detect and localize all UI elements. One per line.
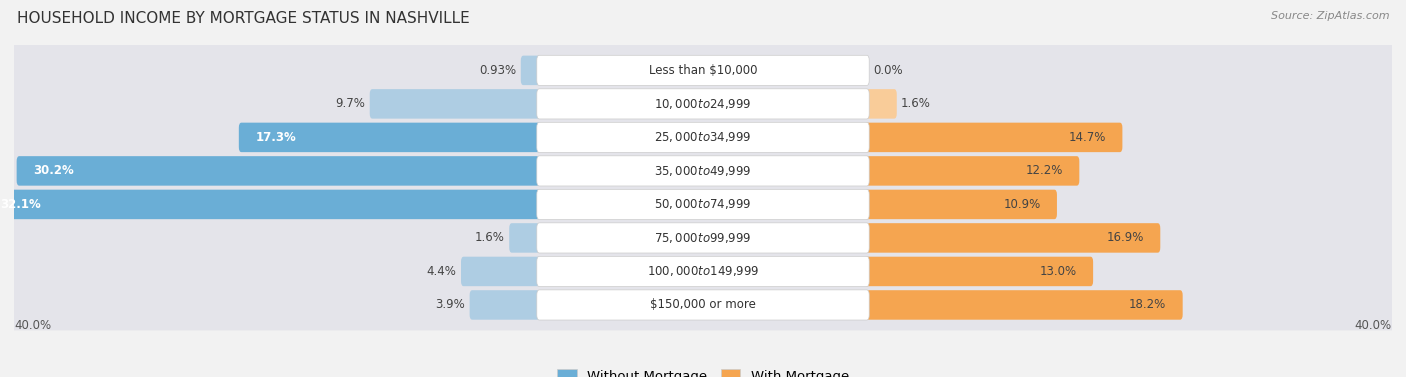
FancyBboxPatch shape xyxy=(537,156,869,186)
FancyBboxPatch shape xyxy=(370,89,541,119)
Text: 0.93%: 0.93% xyxy=(479,64,516,77)
FancyBboxPatch shape xyxy=(537,122,869,152)
Text: 12.2%: 12.2% xyxy=(1025,164,1063,178)
Text: $35,000 to $49,999: $35,000 to $49,999 xyxy=(654,164,752,178)
Legend: Without Mortgage, With Mortgage: Without Mortgage, With Mortgage xyxy=(551,363,855,377)
FancyBboxPatch shape xyxy=(865,89,897,119)
Text: 1.6%: 1.6% xyxy=(901,97,931,110)
FancyBboxPatch shape xyxy=(865,223,1160,253)
FancyBboxPatch shape xyxy=(6,45,1400,96)
Text: 0.0%: 0.0% xyxy=(873,64,903,77)
FancyBboxPatch shape xyxy=(865,156,1080,185)
FancyBboxPatch shape xyxy=(865,257,1092,286)
FancyBboxPatch shape xyxy=(537,55,869,86)
FancyBboxPatch shape xyxy=(520,56,541,85)
FancyBboxPatch shape xyxy=(537,223,869,253)
Text: $75,000 to $99,999: $75,000 to $99,999 xyxy=(654,231,752,245)
Text: 4.4%: 4.4% xyxy=(427,265,457,278)
FancyBboxPatch shape xyxy=(6,179,1400,230)
Text: 14.7%: 14.7% xyxy=(1069,131,1107,144)
Text: Source: ZipAtlas.com: Source: ZipAtlas.com xyxy=(1271,11,1389,21)
Text: 17.3%: 17.3% xyxy=(256,131,295,144)
Text: 30.2%: 30.2% xyxy=(32,164,73,178)
FancyBboxPatch shape xyxy=(865,290,1182,320)
FancyBboxPatch shape xyxy=(461,257,541,286)
FancyBboxPatch shape xyxy=(6,246,1400,297)
Text: $150,000 or more: $150,000 or more xyxy=(650,299,756,311)
FancyBboxPatch shape xyxy=(0,190,541,219)
FancyBboxPatch shape xyxy=(6,213,1400,264)
FancyBboxPatch shape xyxy=(537,89,869,119)
FancyBboxPatch shape xyxy=(865,123,1122,152)
Text: 10.9%: 10.9% xyxy=(1004,198,1040,211)
Text: 32.1%: 32.1% xyxy=(0,198,41,211)
FancyBboxPatch shape xyxy=(6,146,1400,196)
FancyBboxPatch shape xyxy=(6,279,1400,330)
Text: 16.9%: 16.9% xyxy=(1107,231,1144,244)
FancyBboxPatch shape xyxy=(239,123,541,152)
Text: 13.0%: 13.0% xyxy=(1039,265,1077,278)
Text: $25,000 to $34,999: $25,000 to $34,999 xyxy=(654,130,752,144)
Text: 9.7%: 9.7% xyxy=(336,97,366,110)
Text: $100,000 to $149,999: $100,000 to $149,999 xyxy=(647,264,759,279)
FancyBboxPatch shape xyxy=(6,112,1400,163)
FancyBboxPatch shape xyxy=(509,223,541,253)
Text: 18.2%: 18.2% xyxy=(1129,299,1167,311)
FancyBboxPatch shape xyxy=(470,290,541,320)
Text: $50,000 to $74,999: $50,000 to $74,999 xyxy=(654,198,752,211)
FancyBboxPatch shape xyxy=(6,78,1400,129)
Text: 40.0%: 40.0% xyxy=(1355,319,1392,332)
FancyBboxPatch shape xyxy=(537,256,869,287)
FancyBboxPatch shape xyxy=(537,189,869,219)
Text: 40.0%: 40.0% xyxy=(14,319,51,332)
Text: HOUSEHOLD INCOME BY MORTGAGE STATUS IN NASHVILLE: HOUSEHOLD INCOME BY MORTGAGE STATUS IN N… xyxy=(17,11,470,26)
Text: 1.6%: 1.6% xyxy=(475,231,505,244)
FancyBboxPatch shape xyxy=(537,290,869,320)
Text: Less than $10,000: Less than $10,000 xyxy=(648,64,758,77)
Text: 3.9%: 3.9% xyxy=(436,299,465,311)
Text: $10,000 to $24,999: $10,000 to $24,999 xyxy=(654,97,752,111)
FancyBboxPatch shape xyxy=(17,156,541,185)
FancyBboxPatch shape xyxy=(865,190,1057,219)
